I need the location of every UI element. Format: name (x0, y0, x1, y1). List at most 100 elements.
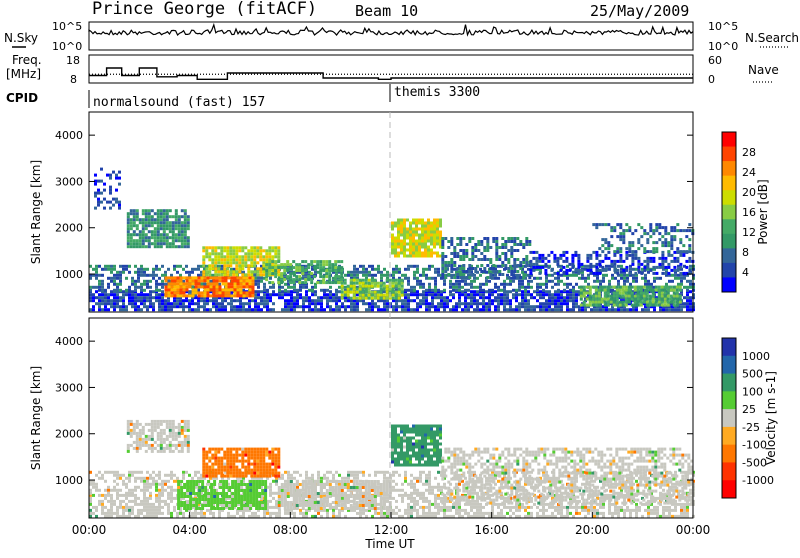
data-cell (644, 509, 647, 512)
data-cell (208, 258, 211, 261)
data-cell (305, 293, 308, 296)
data-cell (507, 240, 510, 243)
data-cell (244, 258, 247, 261)
data-cell (392, 291, 395, 294)
data-cell (243, 291, 246, 294)
data-cell (319, 260, 322, 263)
data-cell (98, 286, 101, 289)
data-cell (334, 275, 337, 278)
data-cell (107, 265, 110, 268)
data-cell (234, 282, 237, 285)
data-cell (286, 263, 289, 266)
data-cell (439, 234, 442, 237)
data-cell (428, 509, 431, 512)
data-cell (365, 297, 368, 300)
data-cell (231, 285, 234, 288)
data-cell (416, 512, 419, 515)
data-cell (434, 503, 437, 506)
data-cell (98, 283, 101, 286)
data-cell (498, 255, 501, 258)
data-cell (172, 215, 175, 218)
data-cell (494, 283, 497, 286)
data-cell (232, 249, 235, 252)
data-cell (116, 506, 119, 509)
data-cell (427, 252, 430, 255)
data-cell (413, 500, 416, 503)
data-cell (680, 280, 683, 283)
data-cell (392, 282, 395, 285)
data-cell (509, 302, 512, 305)
data-cell (172, 242, 175, 245)
data-cell (130, 236, 133, 239)
data-cell (449, 290, 452, 293)
data-cell (425, 274, 428, 277)
data-cell (668, 308, 671, 311)
data-cell (462, 264, 465, 267)
data-cell (410, 286, 413, 289)
data-cell (139, 230, 142, 233)
data-cell (356, 305, 359, 308)
data-cell (252, 279, 255, 282)
data-cell (362, 294, 365, 297)
data-cell (637, 298, 640, 301)
data-cell (392, 509, 395, 512)
data-cell (119, 515, 122, 518)
data-cell (619, 235, 622, 238)
data-cell (404, 509, 407, 512)
data-cell (268, 281, 271, 284)
data-cell (428, 305, 431, 308)
data-cell (325, 281, 328, 284)
data-cell (522, 273, 525, 276)
data-cell (515, 293, 518, 296)
data-cell (104, 308, 107, 311)
data-cell (213, 282, 216, 285)
data-cell (134, 299, 137, 302)
data-cell (130, 227, 133, 230)
data-cell (169, 245, 172, 248)
data-cell (647, 283, 650, 286)
data-cell (140, 500, 143, 503)
data-cell (619, 260, 622, 263)
data-cell (149, 506, 152, 509)
data-cell (500, 515, 503, 518)
data-cell (676, 269, 679, 272)
data-cell (559, 254, 562, 257)
data-cell (137, 503, 140, 506)
data-cell (287, 308, 290, 311)
data-cell (166, 224, 169, 227)
data-cell (421, 225, 424, 228)
colorbar-tick: 20 (742, 186, 756, 199)
data-cell (394, 225, 397, 228)
data-cell (513, 276, 516, 279)
data-cell (516, 258, 519, 261)
data-cell (616, 304, 619, 307)
data-cell (292, 278, 295, 281)
data-cell (216, 294, 219, 297)
data-cell (528, 243, 531, 246)
data-cell (689, 305, 692, 308)
data-cell (225, 285, 228, 288)
data-cell (107, 500, 110, 503)
data-cell (286, 275, 289, 278)
data-cell (167, 512, 170, 515)
data-cell (143, 280, 146, 283)
data-cell (247, 252, 250, 255)
data-cell (176, 305, 179, 308)
data-cell (204, 288, 207, 291)
data-cell (344, 305, 347, 308)
data-cell (299, 286, 302, 289)
data-cell (595, 223, 598, 226)
data-cell (404, 299, 407, 302)
data-cell (101, 268, 104, 271)
data-cell (362, 271, 365, 274)
data-cell (434, 500, 437, 503)
data-cell (503, 289, 506, 292)
data-cell (503, 506, 506, 509)
data-cell (262, 255, 265, 258)
data-cell (241, 255, 244, 258)
data-cell (125, 277, 128, 280)
data-cell (152, 308, 155, 311)
data-cell (598, 292, 601, 295)
data-cell (437, 512, 440, 515)
data-cell (244, 264, 247, 267)
